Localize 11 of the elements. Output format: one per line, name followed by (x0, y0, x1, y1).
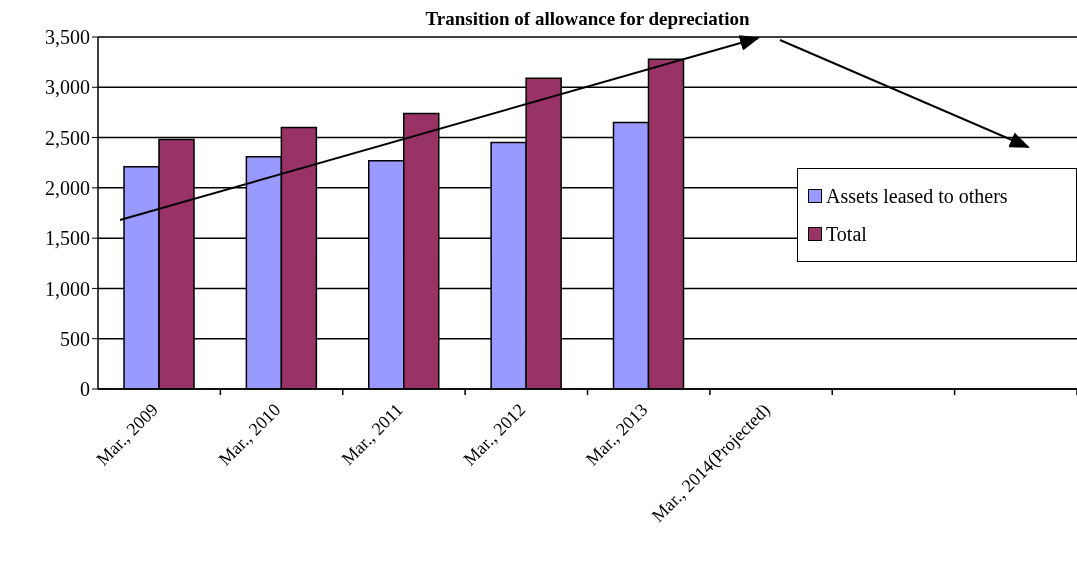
y-tick-label: 500 (60, 327, 90, 350)
y-tick-label: 2,500 (45, 126, 90, 149)
y-tick-label: 1,500 (45, 227, 90, 250)
y-tick-label: 1,000 (45, 277, 90, 300)
y-tick-label: 2,000 (45, 176, 90, 199)
y-tick-label: 3,500 (45, 26, 90, 49)
legend-label: Total (826, 222, 867, 246)
chart-title: Transition of allowance for depreciation (424, 8, 751, 30)
legend-label: Assets leased to others (826, 184, 1008, 208)
y-tick-label: 0 (80, 378, 90, 401)
y-tick-label: 3,000 (45, 76, 90, 99)
